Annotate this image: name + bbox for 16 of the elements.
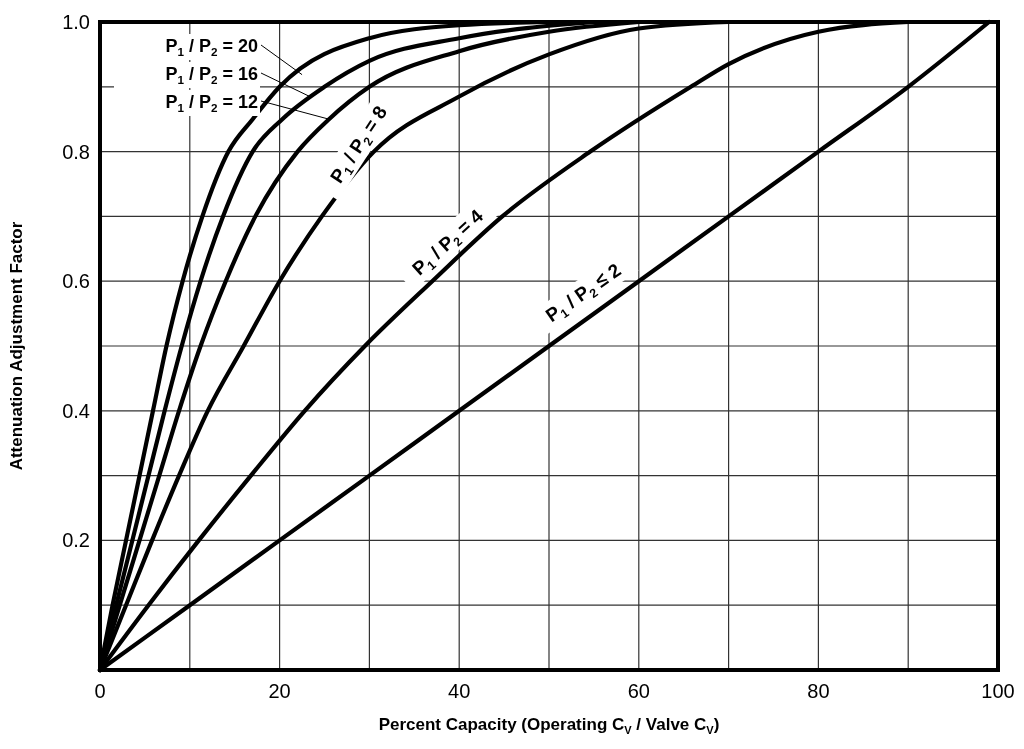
x-tick-label: 60 [627, 680, 650, 702]
series-label: P$_{1}$ / P$_{2}$ = 20 [165, 36, 258, 58]
x-tick-label: 0 [94, 680, 106, 702]
x-tick-label: 40 [448, 680, 471, 702]
y-tick-label: 0.2 [62, 529, 90, 552]
legend-label: P$_{1}$ / P$_{2}$ = 16 [165, 64, 258, 86]
y-axis-title: Attenuation Adjustment Factor [7, 221, 26, 471]
y-tick-label: 0.8 [62, 140, 90, 163]
y-tick-label: 0.4 [62, 399, 90, 422]
x-axis-title: Percent Capacity (Operating C$_{V}$ / Valve C$_{V}$) [378, 715, 720, 736]
x-tick-label: 80 [807, 680, 830, 702]
y-tick-label: 0.6 [62, 270, 90, 293]
x-tick-label: 100 [981, 680, 1015, 702]
y-tick-label: 1.0 [62, 11, 90, 33]
x-tick-label: 20 [268, 680, 291, 702]
legend-label: P$_{1}$ / P$_{2}$ = 12 [165, 92, 258, 114]
